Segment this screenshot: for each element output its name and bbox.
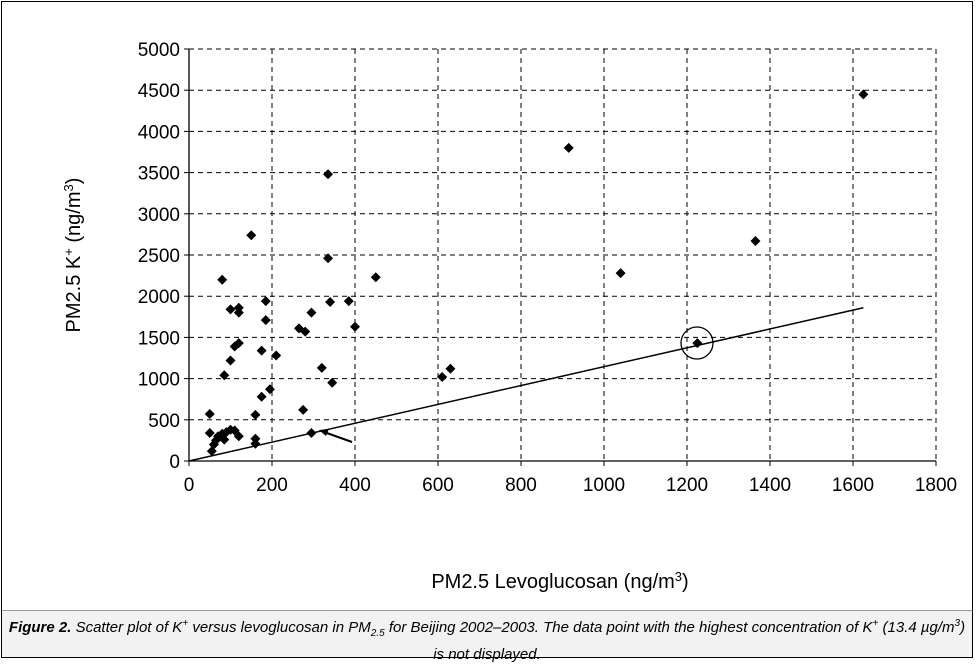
- x-tick-label: 800: [505, 475, 537, 496]
- point: [327, 377, 338, 388]
- point: [233, 431, 244, 442]
- point: [264, 384, 275, 395]
- x-tick-label: 1200: [666, 475, 708, 496]
- point: [563, 142, 574, 153]
- point: [370, 272, 381, 283]
- point: [260, 315, 271, 326]
- y-tick-label: 1000: [138, 370, 180, 391]
- x-tick-label: 600: [422, 475, 454, 496]
- point: [750, 235, 761, 246]
- point: [350, 321, 360, 332]
- point: [343, 296, 354, 307]
- point: [615, 268, 626, 279]
- point: [445, 363, 456, 374]
- arrow: [323, 431, 353, 443]
- point: [233, 302, 244, 313]
- x-tick-label: 1000: [583, 475, 625, 496]
- x-tick-label: 200: [256, 475, 288, 496]
- point: [260, 296, 271, 307]
- x-axis-label: PM2.5 Levoglucosan (ng/m3): [431, 569, 688, 594]
- point: [233, 338, 244, 349]
- point: [246, 230, 257, 241]
- x-tick-label: 1800: [915, 475, 957, 496]
- x-tick-label: 0: [184, 475, 195, 496]
- point: [217, 274, 228, 285]
- y-tick-label: 0: [169, 452, 180, 473]
- point: [323, 253, 334, 264]
- point: [300, 326, 311, 337]
- point: [219, 434, 230, 445]
- y-tick-label: 2500: [138, 246, 180, 267]
- y-tick-label: 3000: [138, 205, 180, 226]
- y-tick-label: 500: [148, 411, 180, 432]
- point: [250, 433, 261, 444]
- point: [204, 427, 215, 438]
- y-tick-label: 4500: [138, 81, 180, 102]
- x-tick-label: 1600: [832, 475, 874, 496]
- point: [316, 362, 327, 373]
- point: [298, 404, 309, 415]
- y-axis-label: PM2.5 K+ (ng/m3): [61, 178, 86, 333]
- highlight-circle: [680, 326, 714, 360]
- point: [325, 296, 336, 307]
- y-tick-label: 2000: [138, 287, 180, 308]
- point: [256, 391, 267, 402]
- point: [250, 409, 261, 420]
- point: [858, 89, 869, 100]
- point: [204, 409, 215, 420]
- point: [219, 370, 230, 381]
- caption: Figure 2. Scatter plot of K+ versus levo…: [1, 610, 973, 663]
- y-tick-label: 1500: [138, 328, 180, 349]
- point: [692, 338, 703, 349]
- y-tick-label: 4000: [138, 122, 180, 143]
- point: [306, 307, 317, 318]
- point: [323, 169, 334, 180]
- trend-line: [188, 307, 864, 462]
- x-tick-label: 400: [339, 475, 371, 496]
- chart: PM2.5 Levoglucosan (ng/m3) PM2.5 K+ (ng/…: [61, 40, 958, 594]
- point: [225, 355, 236, 366]
- y-tick-label: 5000: [138, 40, 180, 61]
- x-tick-label: 1400: [749, 475, 791, 496]
- point: [437, 371, 448, 382]
- point: [271, 350, 282, 361]
- point: [225, 304, 236, 315]
- y-tick-label: 3500: [138, 164, 180, 185]
- point: [306, 427, 317, 438]
- point: [256, 345, 267, 356]
